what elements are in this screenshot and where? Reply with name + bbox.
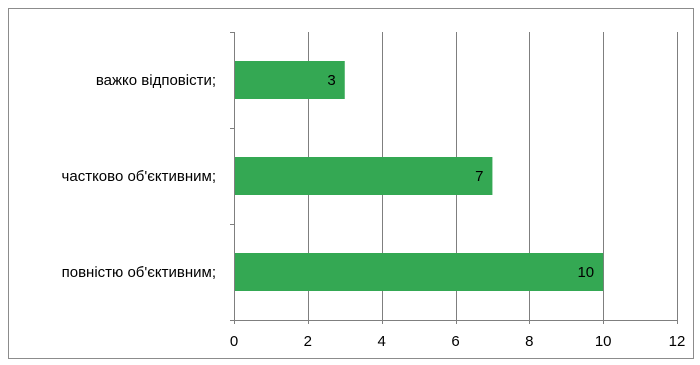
x-tick-label-2: 2 (304, 333, 312, 350)
category-label-2: частково об'єктивним; (62, 168, 216, 185)
x-tick-label-4: 4 (377, 333, 385, 350)
x-tick-label-8: 8 (525, 333, 533, 350)
bar-1 (235, 61, 345, 99)
x-tick-label-12: 12 (669, 333, 686, 350)
labels: 3 важко відповісти; 7 частково об'єктивним;… (62, 72, 686, 350)
data-label-1: 3 (327, 72, 335, 89)
axes (230, 32, 678, 324)
data-label-3: 10 (577, 264, 594, 281)
category-label-1: важко відповісти; (96, 72, 216, 89)
x-tick-label-0: 0 (230, 333, 238, 350)
data-label-2: 7 (475, 168, 483, 185)
bar-2 (235, 157, 493, 195)
x-tick-label-6: 6 (451, 333, 459, 350)
bar-3 (235, 253, 604, 291)
category-label-3: повністю об'єктивним; (62, 264, 216, 281)
bars (235, 61, 604, 291)
x-tick-label-10: 10 (595, 333, 612, 350)
